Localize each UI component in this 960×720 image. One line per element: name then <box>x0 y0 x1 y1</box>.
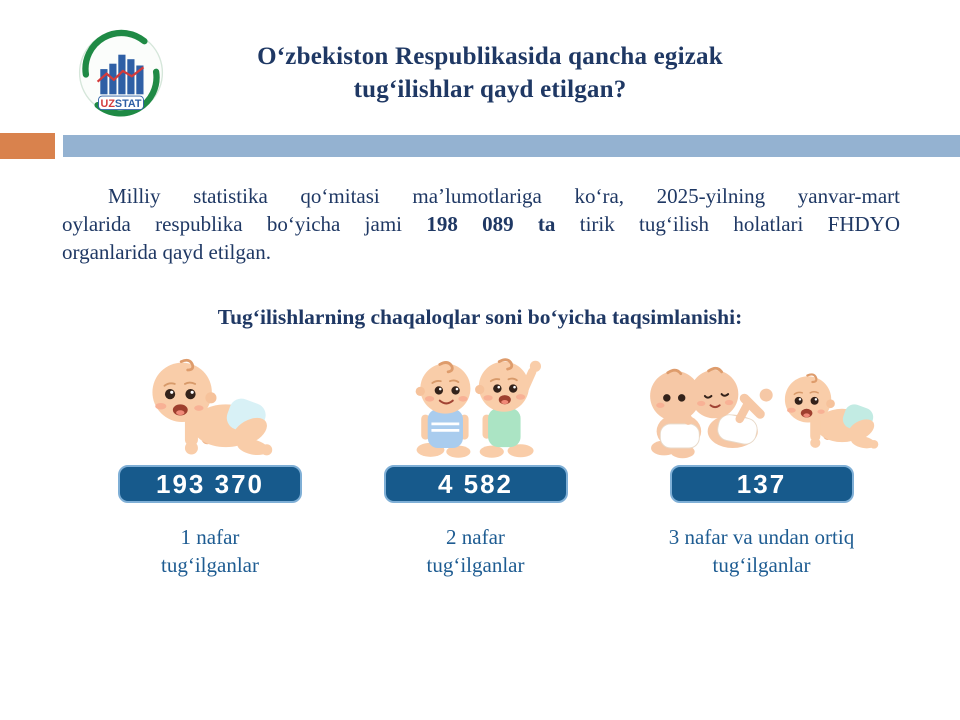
intro-line2-pre: oylarida respublika boʻyicha jami <box>62 212 427 236</box>
triplet-babies-icon <box>649 366 878 459</box>
header-divider-band <box>63 135 960 157</box>
intro-paragraph: Milliy statistika qoʻmitasi maʼlumotlari… <box>62 182 900 266</box>
triplet-babies-figure <box>608 355 915 461</box>
stat-value-badge: 4 582 <box>383 465 568 503</box>
stat-column-single: 193 370 1 nafar tugʻilganlar <box>80 355 340 579</box>
single-baby-icon <box>152 358 273 456</box>
intro-line-1: Milliy statistika qoʻmitasi maʼlumotlari… <box>108 184 900 208</box>
stat-label: 2 nafar tugʻilganlar <box>426 525 525 577</box>
twin-babies-icon <box>415 358 541 458</box>
stat-value-badge: 193 370 <box>118 465 302 503</box>
logo-trend-line <box>96 66 145 83</box>
total-births-value: 198 089 ta <box>426 212 556 236</box>
uzstat-logo-icon: UZSTAT <box>78 29 164 117</box>
twin-babies-figure <box>348 355 603 461</box>
orange-accent-block <box>0 133 55 159</box>
logo-stat-text: STAT <box>115 98 142 110</box>
stat-label: 1 nafar tugʻilganlar <box>161 525 259 577</box>
stat-value-badge: 137 <box>669 465 854 503</box>
intro-line-2: oylarida respublika boʻyicha jami 198 08… <box>62 210 900 238</box>
logo-uz-text: UZ <box>101 98 116 110</box>
stat-column-triplets: 137 3 nafar va undan ortiq tugʻilganlar <box>608 355 915 579</box>
intro-line2-post: tirik tugʻilish holatlari FHDYO <box>555 212 900 236</box>
logo-wordmark: UZSTAT <box>101 98 142 110</box>
page-title: Oʻzbekiston Respublikasida qancha egizak… <box>257 43 723 103</box>
stat-column-twins: 4 582 2 nafar tugʻilganlar <box>348 355 603 579</box>
intro-line-3: organlarida qayd etilgan. <box>62 240 271 264</box>
section-subtitle: Tugʻilishlarning chaqaloqlar soni boʻyic… <box>217 305 743 329</box>
single-baby-figure <box>80 355 340 461</box>
stat-label: 3 nafar va undan ortiq tugʻilganlar <box>668 525 855 577</box>
